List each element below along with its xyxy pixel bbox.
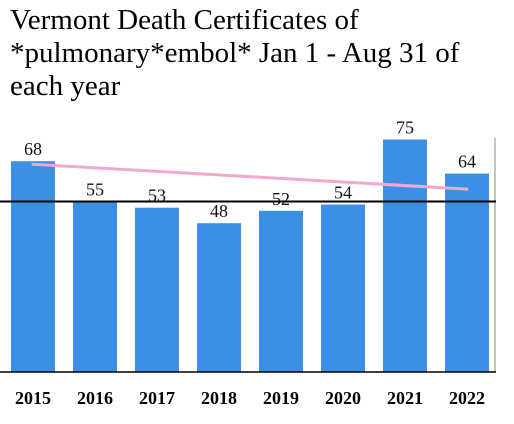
x-tick-label-2015: 2015 bbox=[15, 388, 51, 408]
value-label-2020: 54 bbox=[334, 183, 352, 203]
x-tick-label-2017: 2017 bbox=[139, 388, 175, 408]
x-tick-label-2021: 2021 bbox=[387, 388, 423, 408]
value-label-2016: 55 bbox=[86, 180, 104, 200]
value-label-2017: 53 bbox=[148, 186, 166, 206]
bar-2019 bbox=[259, 210, 303, 372]
value-label-2019: 52 bbox=[272, 189, 290, 209]
bar-2018 bbox=[197, 223, 241, 372]
x-tick-label-2016: 2016 bbox=[77, 388, 113, 408]
value-label-2022: 64 bbox=[458, 152, 476, 172]
value-label-2018: 48 bbox=[210, 201, 228, 221]
bar-2015 bbox=[11, 161, 55, 372]
bar-2017 bbox=[135, 207, 179, 372]
chart-title: Vermont Death Certificates of *pulmonary… bbox=[10, 4, 460, 102]
trend-line bbox=[31, 162, 469, 191]
value-label-2015: 68 bbox=[24, 139, 42, 159]
bar-2022 bbox=[445, 173, 489, 372]
bar-2020 bbox=[321, 204, 365, 372]
bar-2016 bbox=[73, 201, 117, 372]
x-tick-label-2018: 2018 bbox=[201, 388, 237, 408]
bar-2021 bbox=[383, 139, 427, 372]
x-tick-label-2019: 2019 bbox=[263, 388, 299, 408]
x-tick-label-2022: 2022 bbox=[449, 388, 485, 408]
value-label-2021: 75 bbox=[396, 118, 414, 138]
x-tick-label-2020: 2020 bbox=[325, 388, 361, 408]
